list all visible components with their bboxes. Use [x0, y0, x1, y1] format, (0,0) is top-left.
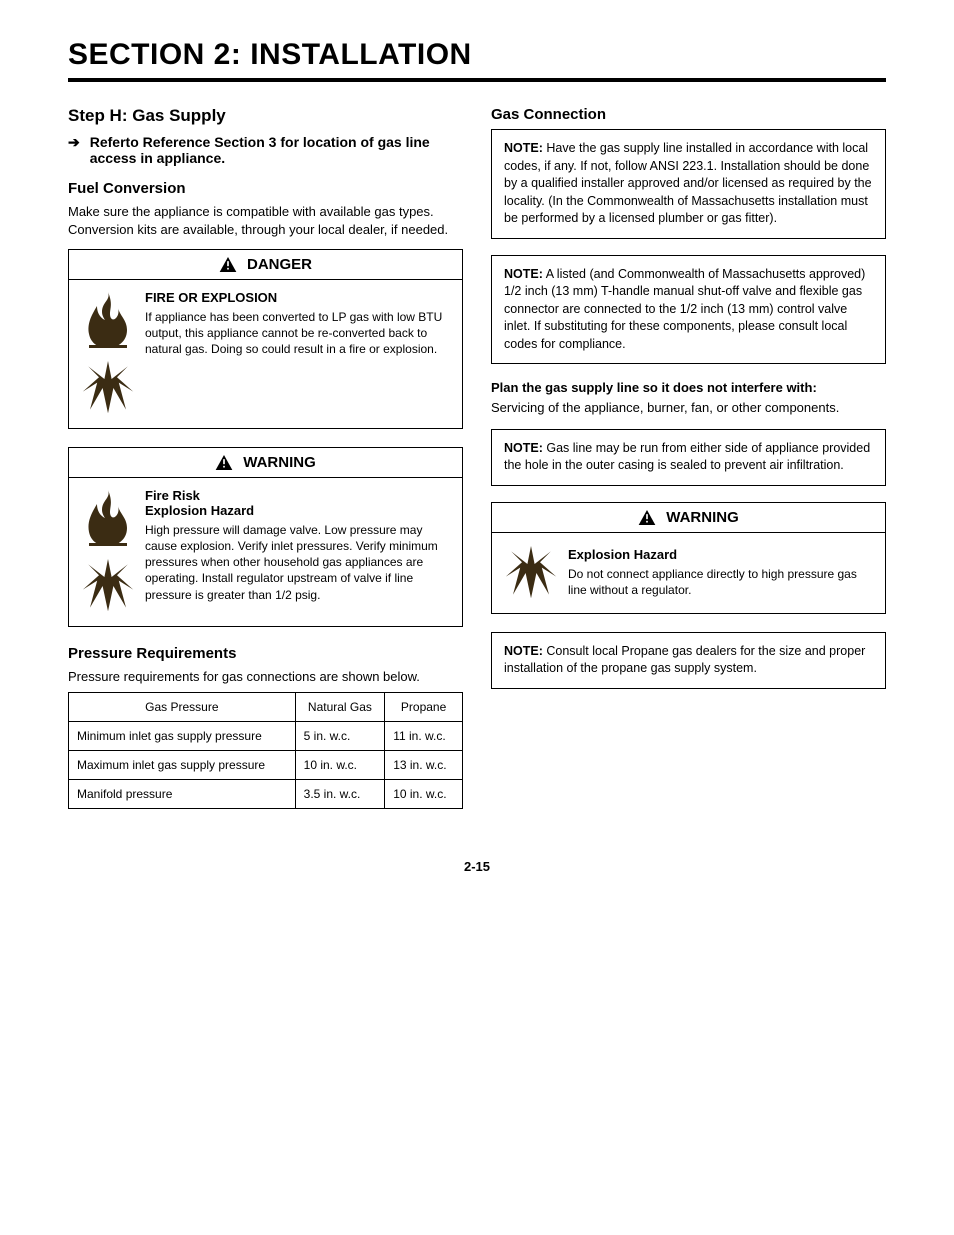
section-rule: [68, 78, 886, 82]
table-cell: 10 in. w.c.: [385, 779, 463, 808]
table-header-row: Gas Pressure Natural Gas Propane: [69, 692, 463, 721]
table-cell: 10 in. w.c.: [295, 750, 385, 779]
warning-text-right: Do not connect appliance directly to hig…: [568, 566, 873, 598]
danger-header: DANGER: [69, 250, 462, 280]
note-box-1: NOTE: Have the gas supply line installed…: [491, 129, 886, 239]
reference-note: ➔ Referto Reference Section 3 for locati…: [68, 134, 463, 166]
note-text: Gas line may be run from either side of …: [504, 441, 870, 473]
note-text: A listed (and Commonwealth of Massachuse…: [504, 267, 865, 351]
table-row: Maximum inlet gas supply pressure 10 in.…: [69, 750, 463, 779]
burst-icon: [81, 556, 135, 616]
warning-body-left: Fire Risk Explosion Hazard High pressure…: [69, 478, 462, 626]
table-row: Manifold pressure 3.5 in. w.c. 10 in. w.…: [69, 779, 463, 808]
note-label: NOTE:: [504, 644, 543, 658]
plan-gas-body: Servicing of the appliance, burner, fan,…: [491, 399, 886, 417]
warning-text-left: High pressure will damage valve. Low pre…: [145, 522, 450, 603]
note-text: Have the gas supply line installed in ac…: [504, 141, 872, 225]
table-cell: 11 in. w.c.: [385, 721, 463, 750]
alert-icon: [215, 455, 233, 470]
alert-icon: [219, 257, 237, 272]
warning-box-left: WARNING Fire Risk Explosion Hazard High …: [68, 447, 463, 627]
note-box-4: NOTE: Consult local Propane gas dealers …: [491, 632, 886, 689]
warning-header-left: WARNING: [69, 448, 462, 478]
warning-body-right: Explosion Hazard Do not connect applianc…: [492, 533, 885, 613]
alert-icon: [638, 510, 656, 525]
table-cell: 5 in. w.c.: [295, 721, 385, 750]
table-header: Natural Gas: [295, 692, 385, 721]
danger-box: DANGER FIRE OR EXPLOSION If appliance ha…: [68, 249, 463, 429]
fuel-conversion-heading: Fuel Conversion: [68, 180, 463, 197]
burst-icon: [504, 543, 558, 603]
note-label: NOTE:: [504, 267, 543, 281]
warning-label-left: WARNING: [243, 454, 316, 471]
flame-icon: [81, 290, 135, 350]
warning-box-right: WARNING Explosion Hazard Do not connect …: [491, 502, 886, 614]
table-cell: 13 in. w.c.: [385, 750, 463, 779]
step-heading: Step H: Gas Supply: [68, 106, 463, 126]
pressure-heading: Pressure Requirements: [68, 645, 463, 662]
plan-gas-heading: Plan the gas supply line so it does not …: [491, 380, 886, 395]
danger-text: If appliance has been converted to LP ga…: [145, 309, 450, 358]
table-header: Gas Pressure: [69, 692, 296, 721]
fuel-conversion-body: Make sure the appliance is compatible wi…: [68, 203, 463, 239]
arrow-icon: ➔: [68, 134, 80, 166]
reference-note-text: Referto Reference Section 3 for location…: [90, 134, 463, 166]
danger-subhead: FIRE OR EXPLOSION: [145, 290, 450, 305]
right-column: Gas Connection NOTE: Have the gas supply…: [491, 106, 886, 809]
table-cell: Minimum inlet gas supply pressure: [69, 721, 296, 750]
burst-icon: [81, 358, 135, 418]
table-cell: Manifold pressure: [69, 779, 296, 808]
gas-connection-heading: Gas Connection: [491, 106, 886, 123]
table-header: Propane: [385, 692, 463, 721]
warning-label-right: WARNING: [666, 509, 739, 526]
warning-subhead-left: Fire Risk Explosion Hazard: [145, 488, 450, 518]
note-label: NOTE:: [504, 141, 543, 155]
danger-body: FIRE OR EXPLOSION If appliance has been …: [69, 280, 462, 428]
pressure-body: Pressure requirements for gas connection…: [68, 668, 463, 686]
left-column: Step H: Gas Supply ➔ Referto Reference S…: [68, 106, 463, 809]
table-cell: Maximum inlet gas supply pressure: [69, 750, 296, 779]
note-box-2: NOTE: A listed (and Commonwealth of Mass…: [491, 255, 886, 365]
pressure-table: Gas Pressure Natural Gas Propane Minimum…: [68, 692, 463, 809]
flame-icon: [81, 488, 135, 548]
note-label: NOTE:: [504, 441, 543, 455]
note-text: Consult local Propane gas dealers for th…: [504, 644, 865, 676]
table-cell: 3.5 in. w.c.: [295, 779, 385, 808]
note-box-3: NOTE: Gas line may be run from either si…: [491, 429, 886, 486]
warning-header-right: WARNING: [492, 503, 885, 533]
section-title: SECTION 2: INSTALLATION: [68, 38, 886, 72]
warning-subhead-right: Explosion Hazard: [568, 547, 873, 562]
danger-label: DANGER: [247, 256, 312, 273]
table-row: Minimum inlet gas supply pressure 5 in. …: [69, 721, 463, 750]
page-number: 2-15: [68, 859, 886, 874]
